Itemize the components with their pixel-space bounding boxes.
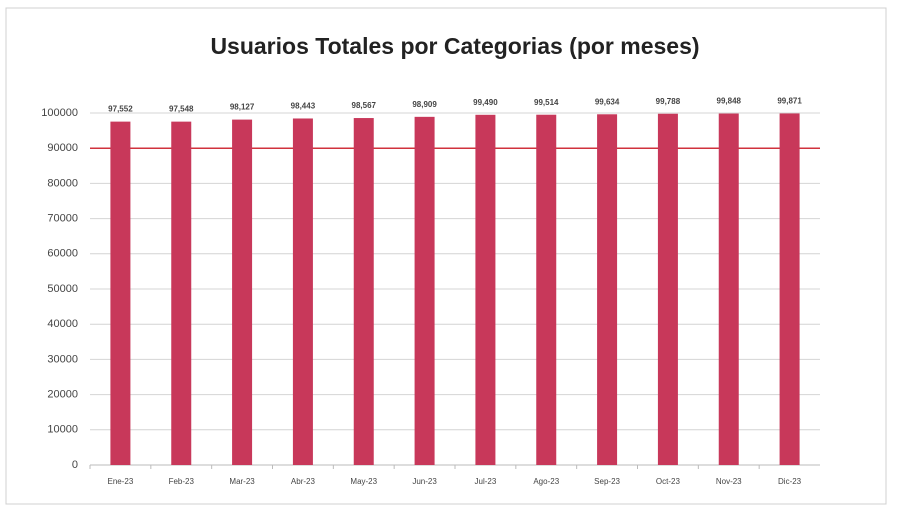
y-tick-label: 10000 bbox=[47, 424, 78, 436]
y-tick-label: 40000 bbox=[47, 318, 78, 330]
bar bbox=[597, 114, 618, 465]
y-tick-label: 60000 bbox=[47, 248, 78, 260]
chart-title: Usuarios Totales por Categorias (por mes… bbox=[210, 33, 699, 59]
x-tick-label: Ago-23 bbox=[533, 477, 559, 486]
value-label: 98,127 bbox=[230, 103, 255, 112]
y-tick-label: 80000 bbox=[47, 177, 78, 189]
bar bbox=[718, 113, 739, 466]
x-tick-label: Oct-23 bbox=[656, 477, 681, 486]
value-label: 98,909 bbox=[412, 100, 437, 109]
bar bbox=[536, 114, 557, 465]
value-label: 97,552 bbox=[108, 105, 133, 114]
bar bbox=[475, 114, 496, 465]
y-tick-label: 20000 bbox=[47, 389, 78, 401]
bar bbox=[232, 119, 253, 465]
chart-frame bbox=[5, 7, 887, 505]
value-label: 99,514 bbox=[534, 98, 559, 107]
x-tick-label: Feb-23 bbox=[169, 477, 195, 486]
y-tick-label: 70000 bbox=[47, 213, 78, 225]
y-tick-label: 100000 bbox=[41, 107, 78, 119]
value-label: 99,490 bbox=[473, 98, 498, 107]
value-label: 99,848 bbox=[717, 97, 742, 106]
bar bbox=[171, 121, 192, 465]
bar bbox=[110, 121, 131, 466]
x-tick-label: Ene-23 bbox=[108, 477, 134, 486]
bar bbox=[657, 113, 678, 465]
x-tick-label: May-23 bbox=[350, 477, 377, 486]
bar bbox=[292, 118, 313, 465]
x-tick-label: Jul-23 bbox=[475, 477, 497, 486]
x-tick-label: Abr-23 bbox=[291, 477, 316, 486]
value-label: 99,788 bbox=[656, 97, 681, 106]
y-tick-label: 0 bbox=[72, 459, 78, 471]
x-tick-label: Nov-23 bbox=[716, 477, 742, 486]
y-tick-label: 50000 bbox=[47, 283, 78, 295]
bar bbox=[414, 116, 435, 465]
x-tick-label: Jun-23 bbox=[412, 477, 437, 486]
bar bbox=[779, 113, 800, 466]
value-label: 99,871 bbox=[777, 97, 802, 106]
value-label: 98,443 bbox=[291, 102, 316, 111]
x-tick-label: Sep-23 bbox=[594, 477, 620, 486]
y-tick-label: 90000 bbox=[47, 142, 78, 154]
bar bbox=[353, 118, 374, 465]
x-tick-label: Mar-23 bbox=[229, 477, 255, 486]
value-label: 98,567 bbox=[352, 101, 377, 110]
value-label: 99,634 bbox=[595, 97, 620, 106]
y-tick-label: 30000 bbox=[47, 353, 78, 365]
value-label: 97,548 bbox=[169, 105, 194, 114]
x-tick-label: Dic-23 bbox=[778, 477, 802, 486]
